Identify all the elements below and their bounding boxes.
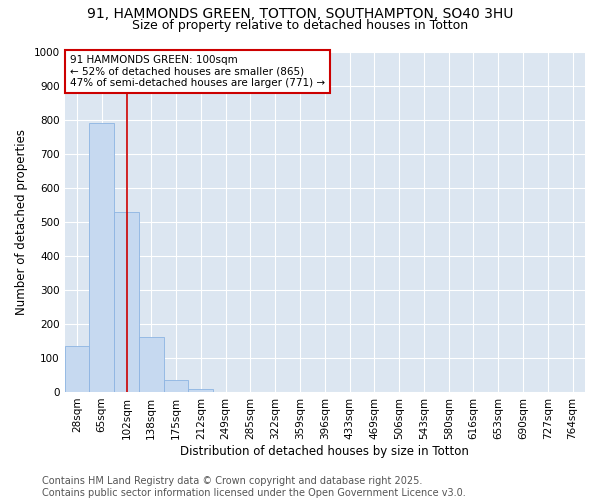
Text: Size of property relative to detached houses in Totton: Size of property relative to detached ho… xyxy=(132,19,468,32)
Text: 91 HAMMONDS GREEN: 100sqm
← 52% of detached houses are smaller (865)
47% of semi: 91 HAMMONDS GREEN: 100sqm ← 52% of detac… xyxy=(70,55,325,88)
Y-axis label: Number of detached properties: Number of detached properties xyxy=(15,128,28,314)
Text: Contains HM Land Registry data © Crown copyright and database right 2025.
Contai: Contains HM Land Registry data © Crown c… xyxy=(42,476,466,498)
Bar xyxy=(114,212,139,392)
Bar xyxy=(139,338,164,392)
Bar xyxy=(89,123,114,392)
Bar xyxy=(188,388,213,392)
X-axis label: Distribution of detached houses by size in Totton: Distribution of detached houses by size … xyxy=(181,444,469,458)
Bar xyxy=(164,380,188,392)
Bar xyxy=(65,346,89,392)
Text: 91, HAMMONDS GREEN, TOTTON, SOUTHAMPTON, SO40 3HU: 91, HAMMONDS GREEN, TOTTON, SOUTHAMPTON,… xyxy=(87,8,513,22)
